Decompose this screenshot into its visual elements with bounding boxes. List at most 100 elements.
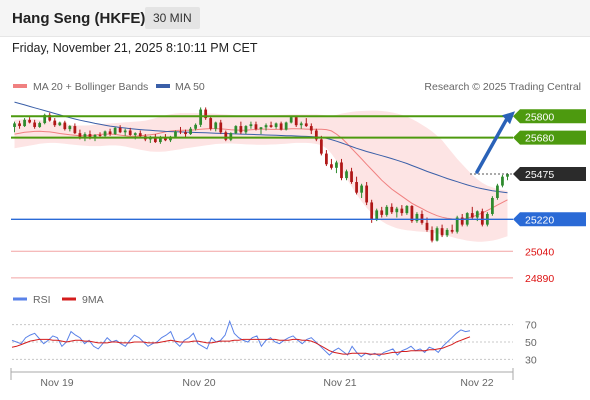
candle-body — [128, 130, 132, 135]
current-price-label-box — [513, 167, 586, 182]
candle-body — [385, 206, 389, 215]
candle-body — [118, 127, 122, 133]
candle-body — [420, 213, 424, 223]
candle-body — [325, 153, 328, 165]
candle-body — [239, 126, 243, 133]
candle — [294, 116, 298, 127]
level-resistance: 25680 — [11, 130, 586, 145]
candle-body — [38, 123, 42, 127]
candle-body — [496, 185, 499, 198]
level-current: 25475 — [470, 167, 586, 182]
level-label: 25800 — [525, 111, 554, 123]
candle-body — [455, 217, 459, 232]
interval-badge[interactable]: 30 MIN — [145, 7, 200, 29]
candle-body — [133, 133, 137, 135]
pivot-label-box — [513, 212, 586, 227]
candle-body — [159, 137, 162, 143]
candle — [284, 121, 288, 131]
candle — [496, 183, 499, 200]
candle — [189, 126, 192, 135]
resistance-label-box — [513, 109, 586, 124]
candle-body — [410, 205, 414, 222]
candle — [73, 123, 77, 135]
candle-body — [299, 123, 303, 126]
candle — [450, 224, 454, 234]
candle — [299, 121, 303, 129]
target-arrow-shaft — [475, 118, 508, 174]
candle — [360, 183, 363, 198]
candle-body — [506, 174, 509, 177]
candle — [68, 125, 72, 132]
candle-body — [78, 133, 82, 138]
candle — [340, 158, 343, 181]
candle-body — [249, 124, 253, 127]
candle — [249, 121, 253, 129]
candle — [309, 123, 313, 135]
candle-body — [370, 202, 374, 220]
candle — [289, 116, 293, 124]
candle-body — [108, 131, 112, 135]
candle — [214, 121, 218, 132]
candle-body — [400, 208, 404, 214]
candle-body — [23, 119, 26, 127]
candle — [274, 122, 278, 129]
candle-body — [68, 126, 72, 130]
candle-body — [345, 171, 348, 179]
candle — [365, 182, 369, 206]
candle-body — [83, 134, 87, 138]
research-credit: Research © 2025 Trading Central — [424, 81, 581, 93]
candle-body — [274, 123, 278, 127]
candle — [350, 167, 353, 184]
time-axis: Nov 19 Nov 20 Nov 21 Nov 22 — [10, 368, 514, 389]
level-support: 25040 — [11, 246, 554, 258]
candle — [395, 206, 399, 218]
candle — [219, 119, 223, 135]
candle-body — [98, 134, 102, 136]
candle-body — [153, 136, 157, 143]
candle — [118, 125, 122, 134]
candle-body — [425, 222, 429, 230]
candle-body — [350, 171, 353, 183]
chart-legend: MA 20 + Bollinger Bands MA 50 Research ©… — [13, 81, 581, 93]
candle-body — [184, 132, 187, 135]
candle — [254, 121, 258, 131]
level-support: 24890 — [11, 273, 554, 285]
candle-body — [264, 125, 268, 128]
candle — [244, 125, 248, 135]
candle-body — [284, 122, 288, 130]
candle — [440, 224, 444, 238]
candle — [63, 120, 67, 131]
candle-body — [234, 126, 238, 134]
candle — [480, 208, 484, 227]
target-arrow — [475, 111, 515, 174]
candle-body — [209, 118, 213, 129]
candle-body — [103, 131, 107, 136]
rsi-tick-label: 30 — [525, 354, 537, 366]
candle-body — [390, 206, 394, 213]
candle — [325, 150, 328, 167]
timestamp: Friday, November 21, 2025 8:10:11 PM CET — [12, 41, 258, 55]
candle-body — [360, 185, 363, 193]
candle — [330, 158, 333, 170]
candle-body — [174, 131, 177, 137]
candle — [445, 228, 449, 238]
candle-body — [18, 123, 21, 127]
candle-body — [395, 208, 399, 213]
candle-body — [73, 126, 77, 134]
candle — [385, 205, 389, 217]
candle-body — [314, 130, 318, 140]
candle-body — [501, 176, 504, 186]
candle — [435, 226, 439, 242]
candle-body — [229, 133, 233, 140]
candle-body — [138, 133, 142, 137]
candle — [209, 116, 213, 131]
ma20-legend-label: MA 20 + Bollinger Bands — [33, 81, 148, 93]
candle — [501, 174, 504, 188]
candle — [58, 121, 62, 127]
candle — [239, 121, 243, 135]
candle-body — [319, 139, 323, 154]
candle-body — [415, 213, 419, 222]
candle-body — [450, 229, 454, 232]
candle-body — [430, 229, 434, 241]
candle — [410, 205, 414, 223]
